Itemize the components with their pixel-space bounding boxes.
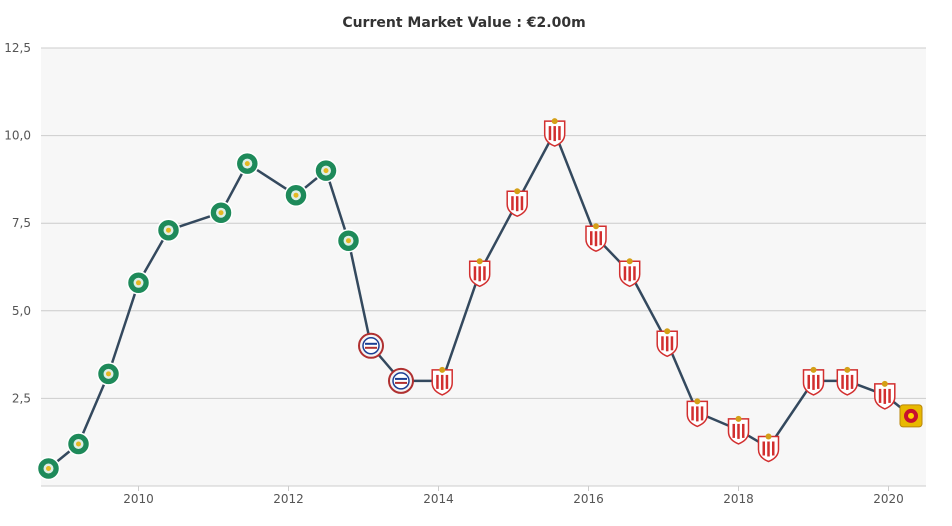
y-tick-label: 12,5 xyxy=(4,41,31,55)
data-point-sporting-crest[interactable] xyxy=(336,228,361,253)
data-point-sevilla-crest[interactable] xyxy=(757,433,780,463)
data-point-reading-crest[interactable] xyxy=(358,332,384,359)
data-point-sevilla-crest[interactable] xyxy=(836,366,859,396)
x-tick-label: 2018 xyxy=(723,492,754,506)
x-tick-label: 2012 xyxy=(273,492,304,506)
y-axis-ticks: 2,5 5,0 7,5 10,0 12,5 xyxy=(4,41,31,405)
chart-title: Current Market Value : €2.00m xyxy=(342,15,585,31)
data-point-sevilla-crest[interactable] xyxy=(802,366,825,396)
data-point-sevilla-crest[interactable] xyxy=(686,398,709,428)
markers-layer xyxy=(36,118,923,481)
x-axis-ticks: 2010 2012 2014 2016 2018 2020 xyxy=(123,486,904,506)
data-point-sporting-crest[interactable] xyxy=(156,218,181,242)
y-tick-label: 7,5 xyxy=(12,216,31,230)
y-tick-label: 2,5 xyxy=(12,391,31,405)
data-point-sevilla-crest[interactable] xyxy=(618,258,641,288)
data-point-sevilla-crest[interactable] xyxy=(656,328,678,358)
data-point-sporting-crest[interactable] xyxy=(66,432,91,456)
data-point-gold-red-crest[interactable] xyxy=(899,404,923,428)
data-point-sporting-crest[interactable] xyxy=(96,362,121,386)
y-tick-label: 5,0 xyxy=(12,304,31,318)
data-point-sporting-crest[interactable] xyxy=(209,200,233,225)
data-point-sevilla-crest[interactable] xyxy=(543,118,566,147)
data-point-sevilla-crest[interactable] xyxy=(431,366,453,396)
x-tick-label: 2016 xyxy=(573,492,604,506)
data-point-sporting-crest[interactable] xyxy=(235,151,260,176)
x-tick-label: 2014 xyxy=(423,492,454,506)
data-point-sevilla-crest[interactable] xyxy=(874,380,896,410)
data-point-sporting-crest[interactable] xyxy=(126,271,151,295)
data-point-reading-crest[interactable] xyxy=(388,367,414,394)
data-point-sporting-crest[interactable] xyxy=(36,456,61,481)
data-point-sevilla-crest[interactable] xyxy=(506,188,528,218)
data-point-sporting-crest[interactable] xyxy=(314,158,338,183)
data-point-sevilla-crest[interactable] xyxy=(585,223,607,253)
x-tick-label: 2020 xyxy=(873,492,904,506)
data-point-sporting-crest[interactable] xyxy=(284,183,308,207)
data-point-sevilla-crest[interactable] xyxy=(727,415,750,445)
x-tick-label: 2010 xyxy=(123,492,154,506)
data-point-sevilla-crest[interactable] xyxy=(468,258,491,288)
y-tick-label: 10,0 xyxy=(4,129,31,143)
